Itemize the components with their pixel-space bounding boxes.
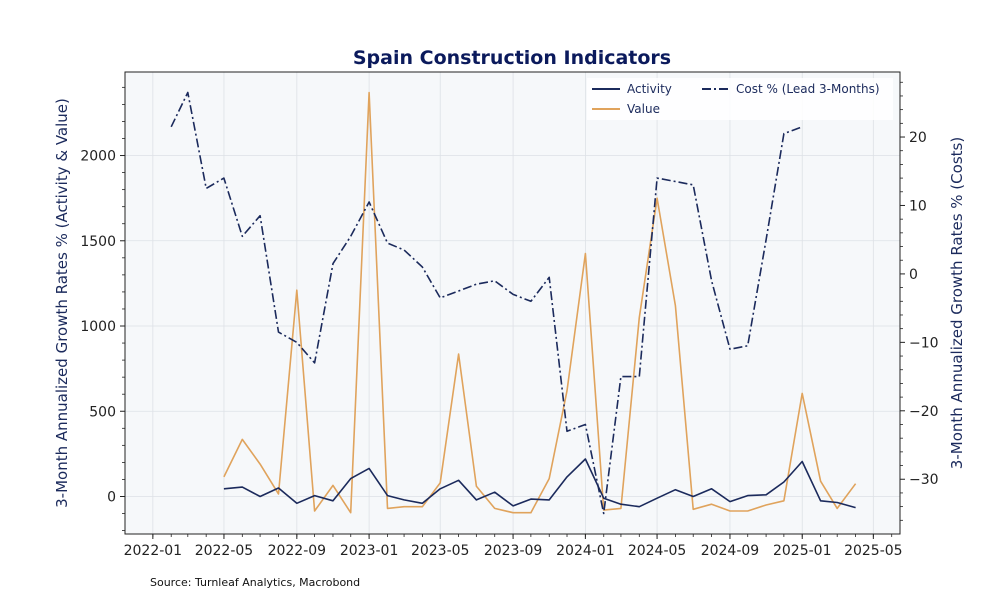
legend-label-value: Value [627,102,660,116]
y-axis-left: 0 500 1000 1500 2000 [80,86,125,531]
chart-title: Spain Construction Indicators [353,47,671,69]
y-left-tick-label: 0 [107,489,116,505]
y-axis-right: −30 −20 −10 0 10 20 [900,81,939,521]
x-tick-label: 2024-09 [701,543,760,559]
plot-area [125,72,900,534]
y-right-tick-label: 10 [909,198,927,214]
y-right-tick-label: 0 [909,267,918,283]
y-axis-left-label: 3-Month Annualized Growth Rates % (Activ… [53,98,71,508]
y-left-tick-label: 500 [89,404,116,420]
x-tick-label: 2022-01 [124,543,183,559]
x-axis: 2022-01 2022-05 2022-09 2023-01 2023-05 2023-… [124,534,903,559]
x-tick-label: 2025-01 [773,543,832,559]
y-right-tick-label: 20 [909,130,927,146]
x-tick-label: 2024-05 [628,543,687,559]
x-tick-label: 2025-05 [844,543,903,559]
x-tick-label: 2024-01 [556,543,615,559]
x-tick-label: 2022-05 [195,543,254,559]
x-tick-label: 2023-05 [411,543,470,559]
y-left-tick-label: 1500 [80,234,116,250]
source-note: Source: Turnleaf Analytics, Macrobond [150,576,361,589]
y-axis-right-label: 3-Month Annualized Growth Rates % (Costs… [948,137,966,469]
legend-label-cost: Cost % (Lead 3-Months) [736,82,880,96]
y-left-tick-label: 1000 [80,319,116,335]
y-right-tick-label: −20 [909,404,939,420]
legend-label-activity: Activity [627,82,672,96]
series-layer [170,91,857,515]
x-tick-label: 2022-09 [268,543,327,559]
y-left-tick-label: 2000 [80,149,116,165]
y-right-tick-label: −30 [909,472,939,488]
y-right-tick-label: −10 [909,335,939,351]
legend: Activity Value Cost % (Lead 3-Months) [587,78,893,120]
x-tick-label: 2023-01 [340,543,399,559]
grid-lines [125,72,900,534]
x-tick-label: 2023-09 [484,543,543,559]
series-line-activity [223,458,856,509]
series-line-value [223,91,857,514]
series-line-cost-lead-3-months [170,91,803,515]
legend-box [587,78,893,120]
plot-frame [124,71,901,535]
